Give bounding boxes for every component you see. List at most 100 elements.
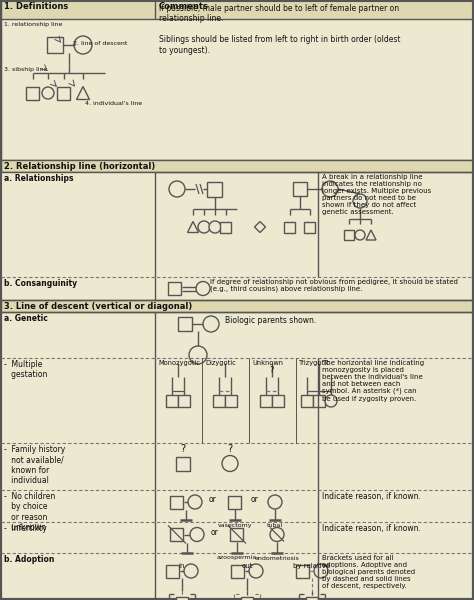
Text: Indicate reason, if known.: Indicate reason, if known. [322,524,421,533]
Text: -  Family history
   not available/
   known for
   individual: - Family history not available/ known fo… [4,445,65,485]
Circle shape [355,230,365,240]
Text: 1. relationship line: 1. relationship line [4,22,63,27]
Circle shape [42,87,54,99]
Text: tubal: tubal [267,523,283,528]
Bar [241,597,253,600]
Bar [168,282,182,295]
Text: in: in [179,563,185,569]
Circle shape [184,564,198,578]
Text: 2. line of descent: 2. line of descent [73,41,128,46]
Bar [178,395,190,407]
Circle shape [196,281,210,295]
Circle shape [209,221,221,233]
Text: or: or [211,528,219,537]
Text: Trizygotic: Trizygotic [299,360,331,366]
Text: ?: ? [181,443,185,454]
Bar [220,221,231,232]
Circle shape [190,527,204,541]
Bar [1,300,473,312]
Text: or: or [209,496,217,505]
Text: b. Consanguinity: b. Consanguinity [4,279,77,288]
Text: 4. individual's line: 4. individual's line [85,101,142,106]
Text: vasectomy: vasectomy [218,523,252,528]
Bar [166,395,178,407]
Circle shape [268,495,282,509]
Bar [297,565,310,577]
Circle shape [222,455,238,472]
Bar [176,457,190,470]
Bar [284,221,295,232]
Text: If possible, male partner should be to left of female partner on
relationship li: If possible, male partner should be to l… [159,4,401,55]
Text: Dizygotic: Dizygotic [205,360,236,366]
Polygon shape [76,86,90,100]
Bar [208,181,222,196]
Text: ?: ? [228,443,233,454]
Polygon shape [255,221,265,232]
Bar [57,86,71,100]
Circle shape [189,346,207,364]
Text: Indicate reason, if known.: Indicate reason, if known. [322,492,421,501]
Text: ?: ? [270,366,274,375]
Circle shape [314,564,328,578]
Bar [171,496,183,509]
Text: azoospermia: azoospermia [217,556,257,560]
Text: 2. Relationship line (horizontal): 2. Relationship line (horizontal) [4,162,155,171]
Circle shape [74,36,92,54]
Text: 3. sibship line: 3. sibship line [4,67,47,72]
Text: Monozygotic: Monozygotic [158,360,200,366]
Text: Unknown: Unknown [252,360,283,366]
Circle shape [353,194,367,208]
Bar [171,528,183,541]
Text: Biologic parents shown.: Biologic parents shown. [225,316,316,325]
Circle shape [270,527,284,541]
Bar [231,565,245,577]
Circle shape [169,181,185,197]
Bar [313,395,325,407]
Bar [225,395,237,407]
Text: Brackets used for all
adoptions. Adoptive and
biological parents denoted
by dash: Brackets used for all adoptions. Adoptiv… [322,555,415,589]
Bar [293,182,307,196]
Circle shape [322,181,338,197]
Polygon shape [366,230,376,240]
Bar [230,528,244,541]
Bar [1,160,473,172]
Bar [1,172,155,277]
Bar [47,37,63,53]
Bar [176,597,188,600]
Circle shape [188,495,202,509]
Circle shape [325,395,337,407]
Bar [178,317,192,331]
Text: a. Relationships: a. Relationships [4,174,73,183]
Text: The horizontal line indicating
monozygosity is placed
between the individual's l: The horizontal line indicating monozygos… [322,360,424,401]
Text: by relative: by relative [293,563,330,569]
Text: out: out [241,563,253,569]
Bar [228,496,241,509]
Text: If degree of relationship not obvious from pedigree, it should be stated
(e.g., : If degree of relationship not obvious fr… [210,279,458,292]
Text: -  Multiple
   gestation: - Multiple gestation [4,360,47,379]
Bar [166,565,180,577]
Bar [27,86,39,100]
Bar [260,395,272,407]
Bar [301,395,313,407]
Text: or: or [251,496,259,505]
Bar [272,395,284,407]
Bar [304,221,316,232]
Circle shape [198,221,210,233]
Text: -  Infertility: - Infertility [4,524,47,533]
Text: Comments: Comments [159,2,209,11]
Bar [306,597,318,600]
Circle shape [249,564,263,578]
Text: a. Genetic: a. Genetic [4,314,48,323]
Circle shape [203,316,219,332]
Text: b. Adoption: b. Adoption [4,555,55,564]
Polygon shape [188,221,199,232]
Text: -  No children
   by choice
   or reason
   unknown: - No children by choice or reason unknow… [4,492,55,532]
Text: endometriosis: endometriosis [255,556,300,560]
Text: 3. Line of descent (vertical or diagonal): 3. Line of descent (vertical or diagonal… [4,302,192,311]
Bar [1,0,473,19]
Bar [1,0,473,160]
Bar [213,395,225,407]
Text: 1. Definitions: 1. Definitions [4,2,68,11]
Bar [344,230,354,240]
Text: A break in a relationship line
indicates the relationship no
longer exists. Mult: A break in a relationship line indicates… [322,174,431,215]
